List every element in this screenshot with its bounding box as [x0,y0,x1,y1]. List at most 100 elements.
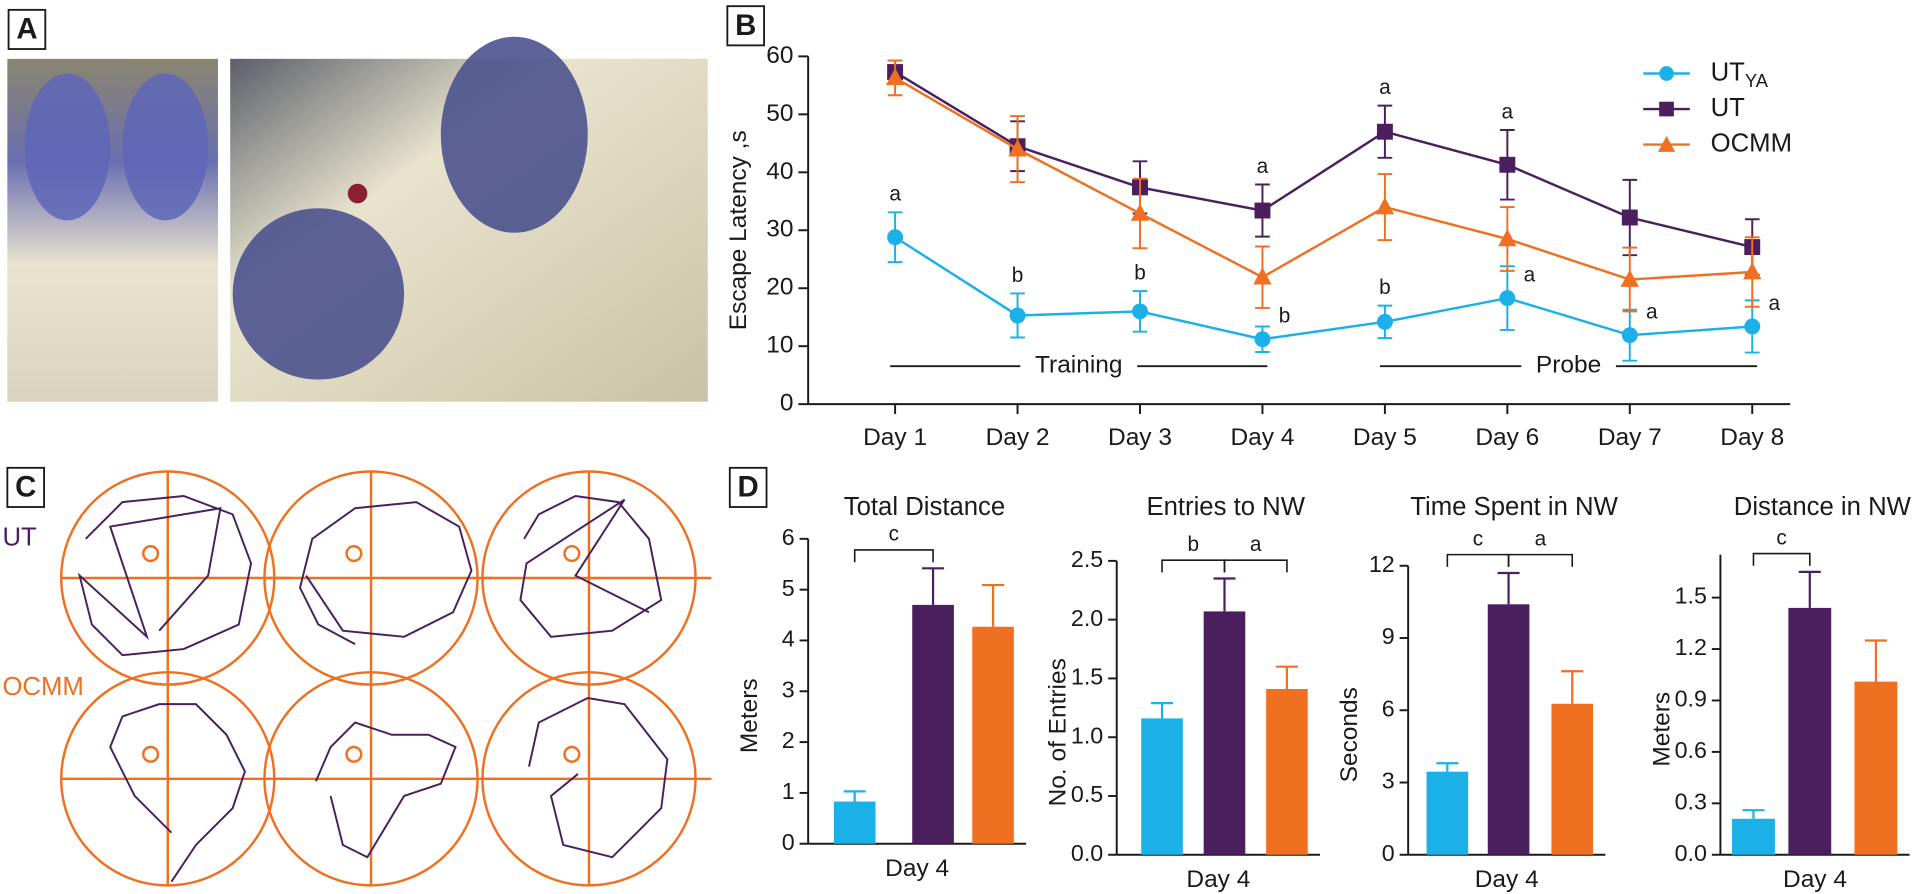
bar [972,626,1014,844]
y-tick-label: 1.5 [1675,583,1707,609]
x-tick-label: Day 2 [986,424,1050,451]
y-tick-label: 1.5 [1071,664,1103,690]
point [1744,318,1761,335]
phase-label: Training [1035,352,1123,379]
chart-title: Total Distance [844,493,1005,521]
annotation: a [1502,100,1514,123]
x-tick-label: Day 1 [863,424,927,451]
error-bar [1798,570,1821,608]
chart-title: Distance in NW [1734,493,1912,521]
series-line [894,70,1753,249]
x-tick-label: Day 4 [1230,424,1294,451]
error-bar [1497,571,1520,605]
glove [232,208,405,380]
y-tick-label: 0.9 [1675,686,1707,712]
x-tick-label: Day 3 [1108,424,1172,451]
point [885,68,905,86]
y-tick-label: 0.6 [1675,737,1707,763]
platform [345,544,363,563]
x-tick-label: Day 6 [1475,424,1539,451]
y-tick-label: 9 [1382,623,1395,649]
panel-label: D [738,470,759,503]
y-tick-label: 40 [766,158,793,185]
bar [1203,611,1246,855]
phase-label: Probe [1536,352,1601,379]
bar [1732,818,1775,855]
y-tick-label: 0.0 [1675,840,1707,866]
y-tick-label: 1.2 [1675,634,1707,660]
point [1499,290,1516,307]
error-bar [1151,702,1174,719]
error-bar [843,790,866,802]
error-bar [1436,762,1459,772]
error-bar [982,583,1005,627]
point [1132,303,1148,320]
chart-title: Entries to NW [1146,493,1305,521]
bracket [1161,559,1226,573]
x-tick-label: Day 8 [1720,424,1784,451]
panel-labels: A B C D [6,5,768,508]
y-axis-label: Meters [1648,692,1675,767]
y-tick-label: 60 [766,42,793,69]
y-tick-label: 1.0 [1071,722,1103,748]
y-tick-label: 6 [782,524,795,550]
legend-label: UTYA [1711,58,1769,91]
y-tick-label: 5 [782,575,795,601]
trajectory [298,501,473,646]
annotation: b [1012,264,1024,287]
y-tick-label: 2.5 [1071,546,1103,572]
error-bar [1864,639,1887,682]
y-tick-label: 2.0 [1071,605,1103,631]
platform [563,544,581,563]
annotation: a [1379,76,1391,99]
annotation: a [1768,292,1780,315]
y-tick-label: 0 [1382,840,1395,866]
x-tick-label: Day 7 [1598,424,1662,451]
point [1253,267,1272,285]
panel-label: A [16,12,37,45]
bar [1141,718,1183,855]
bracket [1752,552,1811,566]
y-tick-label: 1 [782,778,795,804]
bar [912,604,954,844]
bar [1854,681,1898,855]
bracket [1223,559,1288,573]
error-bar [1742,809,1765,819]
annotation: a [889,183,901,206]
y-tick-label: 3 [782,676,795,702]
x-axis-label: Day 4 [1783,866,1847,893]
platform [345,745,363,763]
point [1008,139,1027,157]
panel-label-box [6,466,45,508]
panel-label-box [7,8,47,50]
legend-name: OCMM [1711,129,1792,157]
bracket-label: c [1776,526,1786,549]
y-tick-label: 0.5 [1071,781,1103,807]
point [1009,307,1026,324]
glove [122,73,209,221]
y-tick-label: 0.0 [1071,840,1103,866]
y-tick-label: 3 [1382,768,1395,794]
trajectory-panel: UT OCMM [2,470,712,887]
annotation: a [1646,301,1658,324]
y-axis-label: Escape Latency ,s [725,130,752,330]
legend-name: UT [1711,94,1746,122]
trajectory [315,721,457,859]
y-tick-label: 0.3 [1675,788,1707,814]
photos [7,36,708,402]
platform [142,745,160,763]
bracket-label: b [1187,533,1199,556]
panel-label-box [728,466,768,508]
legend-name: UT [1711,58,1746,86]
point [1376,313,1393,330]
bar [1788,607,1832,855]
bracket-label: a [1535,527,1547,550]
glove [440,36,588,233]
y-axis-label: Meters [736,678,763,753]
y-tick-label: 4 [782,626,795,652]
y-tick-label: 0 [780,390,794,417]
x-axis-label: Day 4 [1475,866,1539,893]
